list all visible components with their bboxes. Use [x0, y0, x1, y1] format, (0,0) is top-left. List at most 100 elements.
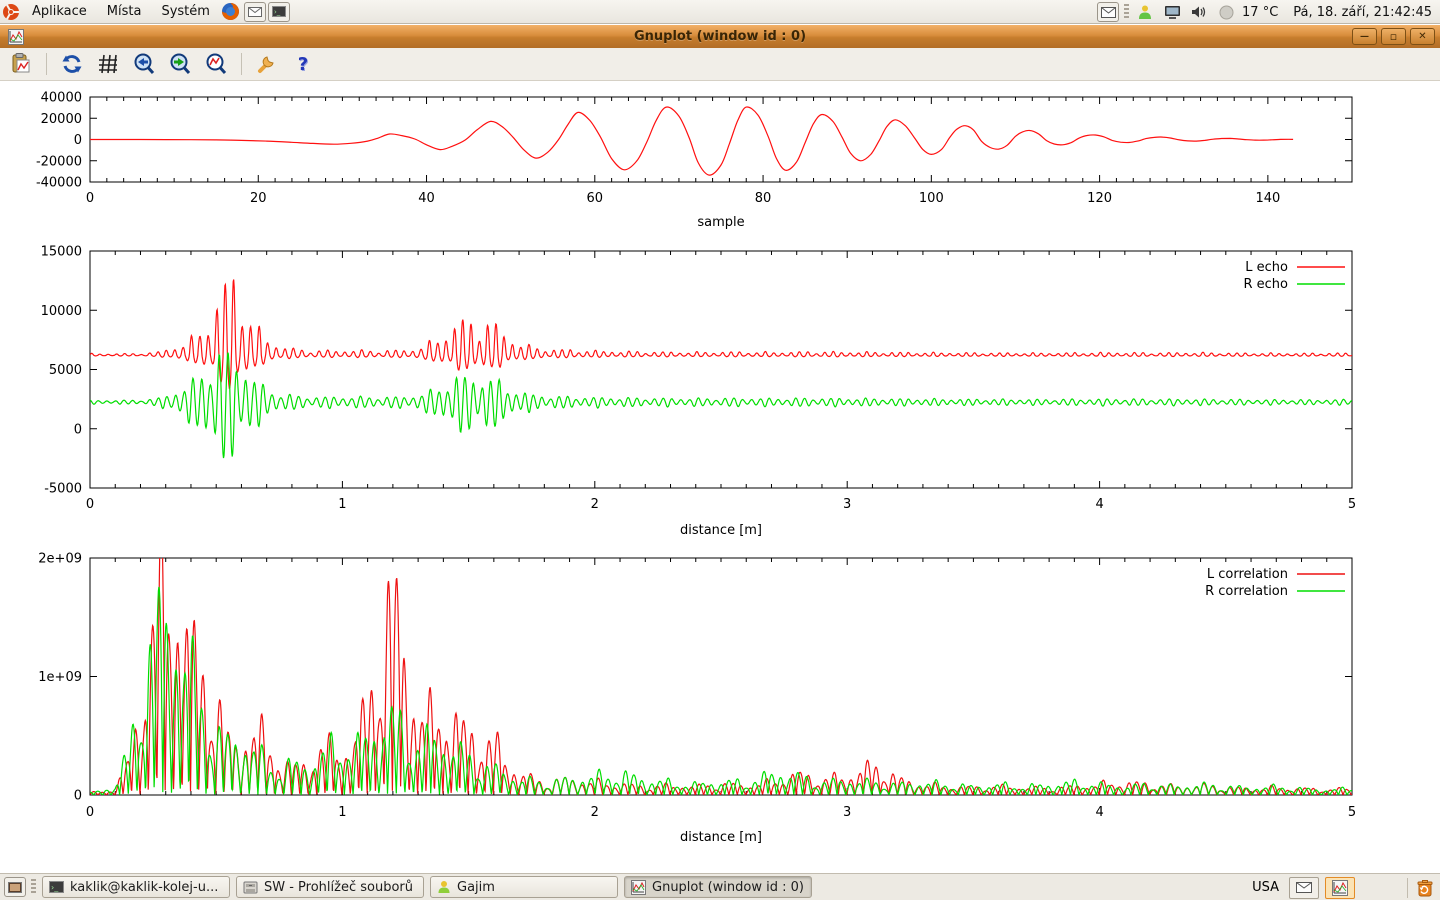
gnome-bottom-panel: ›_ kaklik@kaklik-kolej-u... SW - Prohlíž… [0, 873, 1440, 900]
svg-text:-40000: -40000 [36, 176, 82, 191]
svg-text:0: 0 [86, 805, 94, 820]
close-button[interactable]: ✕ [1410, 28, 1435, 45]
menu-places[interactable]: Místa [106, 4, 142, 19]
replot-icon[interactable] [59, 51, 85, 77]
gnuplot-icon [631, 879, 646, 895]
copy-to-clipboard-icon[interactable] [8, 51, 34, 77]
tray-mail-icon[interactable] [1097, 2, 1120, 22]
svg-text:140: 140 [1255, 191, 1280, 206]
svg-text:5000: 5000 [49, 363, 82, 378]
toolbar-separator [46, 53, 47, 75]
svg-text:sample: sample [697, 215, 744, 230]
minimize-button[interactable]: — [1352, 28, 1377, 45]
terminal-icon: ›_ [49, 881, 64, 893]
c1-svg: 0 20 40 60 80 100 120 140 -40000 -20000 0 20000 4000… [36, 91, 1353, 230]
svg-text:40: 40 [418, 191, 435, 206]
svg-text:2e+09: 2e+09 [38, 552, 82, 567]
firefox-icon[interactable] [220, 2, 242, 22]
svg-text:0: 0 [86, 497, 94, 512]
keyboard-layout-indicator[interactable]: USA [1252, 880, 1279, 895]
show-desktop-icon[interactable] [4, 877, 26, 897]
trash-icon[interactable] [1414, 878, 1436, 898]
svg-text:distance [m]: distance [m] [680, 830, 762, 845]
svg-text:3: 3 [843, 805, 851, 820]
window-title: Gnuplot (window id : 0) [633, 29, 807, 44]
gnome-top-panel: Aplikace Místa Systém ›_ 17 °C Pá, 18. z… [0, 0, 1440, 24]
svg-text:›_: ›_ [274, 8, 281, 16]
svg-text:1: 1 [338, 805, 346, 820]
svg-text:3: 3 [843, 497, 851, 512]
display-icon[interactable] [1161, 2, 1183, 22]
svg-text:2: 2 [591, 805, 599, 820]
help-icon[interactable]: ? [297, 53, 309, 75]
zoom-next-icon[interactable] [167, 51, 193, 77]
volume-icon[interactable] [1188, 2, 1210, 22]
weather-icon[interactable] [1215, 2, 1237, 22]
svg-text:1: 1 [338, 497, 346, 512]
window-titlebar[interactable]: Gnuplot (window id : 0) — ▫ ✕ [0, 25, 1440, 48]
terminal-launcher-icon[interactable]: ›_ [267, 1, 290, 22]
temperature-label[interactable]: 17 °C [1242, 4, 1279, 20]
menu-system[interactable]: Systém [161, 4, 210, 19]
svg-text:4: 4 [1095, 805, 1103, 820]
svg-text:distance [m]: distance [m] [680, 523, 762, 538]
taskbar-grip-handle[interactable] [31, 879, 36, 895]
tray-grip-handle[interactable] [1124, 4, 1130, 20]
svg-text:›_: ›_ [51, 883, 59, 892]
maximize-button[interactable]: ▫ [1381, 28, 1406, 45]
svg-text:R echo: R echo [1243, 277, 1288, 292]
gajim-icon [438, 881, 450, 893]
chart-sample-waveform[interactable]: 0 20 40 60 80 100 120 140 -40000 -20000 0 20000 4000… [0, 81, 1440, 241]
task-gnuplot[interactable]: Gnuplot (window id : 0) [624, 876, 812, 898]
gnuplot-window-icon [5, 27, 27, 47]
R echo-series [90, 352, 1352, 459]
svg-text:60: 60 [587, 191, 604, 206]
svg-text:1e+09: 1e+09 [38, 670, 82, 685]
taskbar-mail-icon[interactable] [1289, 876, 1319, 899]
svg-text:0: 0 [86, 191, 94, 206]
svg-text:R correlation: R correlation [1205, 584, 1288, 599]
settings-icon[interactable] [254, 51, 280, 77]
svg-text:2: 2 [591, 497, 599, 512]
task-terminal[interactable]: ›_ kaklik@kaklik-kolej-u... [42, 876, 230, 898]
menu-applications[interactable]: Aplikace [32, 4, 87, 19]
svg-text:10000: 10000 [41, 304, 82, 319]
chart-correlation[interactable]: 0 1 2 3 4 5 0 1e+09 2e+09 distance [m] L correlati… [0, 548, 1440, 848]
svg-text:15000: 15000 [41, 245, 82, 260]
c2-svg: 0 1 2 3 4 5 -5000 0 5000 10000 15000 distance [m] L … [41, 245, 1357, 539]
svg-text:L correlation: L correlation [1207, 567, 1288, 582]
svg-text:0: 0 [74, 133, 82, 148]
zoom-previous-icon[interactable] [131, 51, 157, 77]
svg-text:5: 5 [1348, 497, 1356, 512]
task-gajim[interactable]: Gajim [430, 876, 618, 898]
svg-text:20000: 20000 [41, 112, 82, 127]
ubuntu-logo-icon[interactable] [0, 2, 22, 22]
svg-text:80: 80 [755, 191, 772, 206]
svg-text:4: 4 [1095, 497, 1103, 512]
c3-svg: 0 1 2 3 4 5 0 1e+09 2e+09 distance [m] L correlati… [38, 552, 1356, 846]
svg-text:120: 120 [1087, 191, 1112, 206]
toolbar-separator [241, 53, 242, 75]
svg-text:20: 20 [250, 191, 267, 206]
task-file-browser[interactable]: SW - Prohlížeč souborů [236, 876, 424, 898]
user-presence-icon[interactable] [1134, 2, 1156, 22]
grid-icon[interactable] [95, 51, 121, 77]
gnuplot-plot-canvas[interactable]: 0 20 40 60 80 100 120 140 -40000 -20000 0 20000 4000… [0, 81, 1440, 873]
svg-text:-5000: -5000 [44, 482, 82, 497]
gnuplot-toolbar: ? [0, 48, 1440, 81]
taskbar-gnuplot-tray-icon[interactable] [1325, 876, 1355, 899]
mail-launcher-icon[interactable] [243, 1, 266, 22]
zoom-region-icon[interactable] [203, 51, 229, 77]
svg-text:0: 0 [74, 789, 82, 804]
svg-text:100: 100 [919, 191, 944, 206]
taskbar-separator [1407, 877, 1408, 898]
R correlation-series [90, 586, 1352, 795]
waveform-series [90, 106, 1294, 176]
svg-text:40000: 40000 [41, 91, 82, 106]
clock-label[interactable]: Pá, 18. září, 21:42:45 [1293, 4, 1432, 20]
svg-text:0: 0 [74, 422, 82, 437]
chart-echo-signals[interactable]: 0 1 2 3 4 5 -5000 0 5000 10000 15000 distance [m] L … [0, 241, 1440, 548]
svg-text:5: 5 [1348, 805, 1356, 820]
L correlation-series [90, 558, 1352, 795]
L echo-series [90, 279, 1352, 389]
